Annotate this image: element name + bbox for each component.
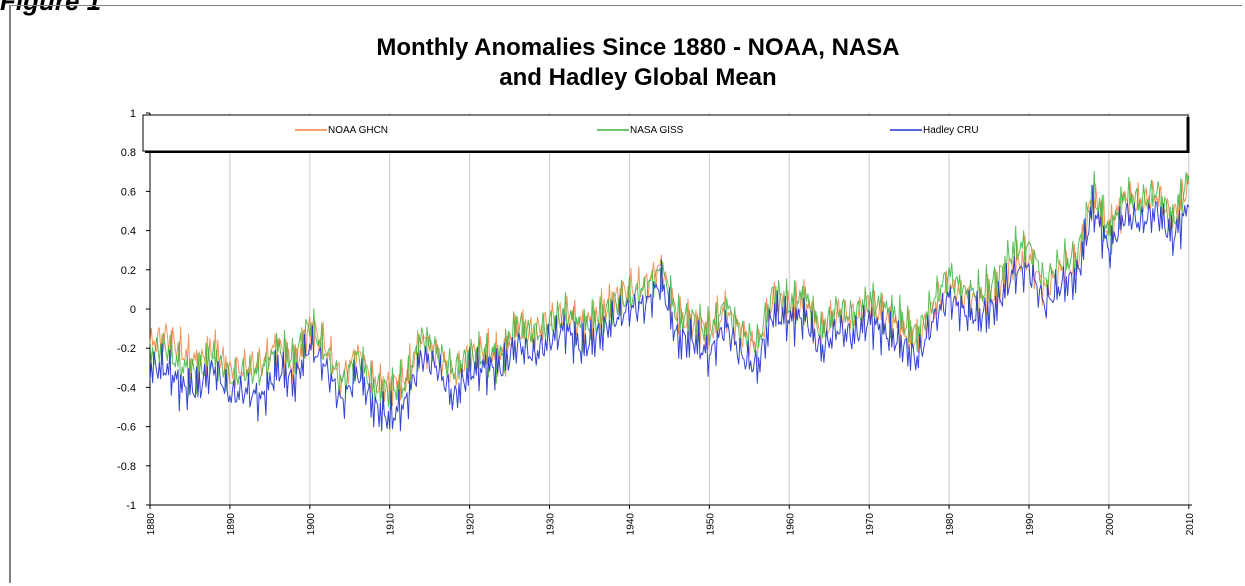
grid-lines: [149, 113, 1190, 505]
y-tick-label: -0.8: [117, 461, 136, 473]
x-tick-labels: 1880 1890 1900 1910 1920 1930 1940 1950 1960 1970…: [146, 505, 1196, 535]
chart-frame: [9, 5, 1242, 583]
y-tick-labels: 1 0.8 0.6 0.4 0.2 0 -0.2 -0.4 -0.6 -0.8 -1: [117, 108, 150, 512]
x-tick-label: 1960: [785, 513, 796, 536]
x-tick-label: 1920: [466, 513, 477, 536]
legend-label: NOAA GHCN: [328, 125, 388, 136]
chart-title: Monthly Anomalies Since 1880 - NOAA, NAS…: [376, 34, 899, 91]
x-tick-label: 1970: [865, 513, 876, 536]
x-tick-label: 1950: [705, 513, 716, 536]
x-tick-label: 2010: [1185, 513, 1196, 536]
y-tick-label: 0.8: [121, 147, 136, 159]
x-tick-label: 1910: [386, 513, 397, 536]
legend: NOAA GHCN NASA GISS Hadley CRU: [142, 114, 1190, 153]
y-tick-label: -1: [126, 500, 136, 512]
x-tick-label: 1890: [226, 513, 237, 536]
y-tick-label: 0.6: [121, 186, 136, 198]
chart-title-line: and Hadley Global Mean: [499, 64, 776, 91]
legend-label: NASA GISS: [630, 125, 684, 136]
y-tick-label: 0.2: [121, 265, 136, 277]
series-lines: [149, 170, 1190, 432]
y-tick-label: -0.6: [117, 422, 136, 434]
figure-label: Figure 1: [0, 0, 102, 16]
y-tick-label: 0: [130, 304, 136, 316]
series-line-nasa-giss: [149, 170, 1190, 411]
x-tick-label: 1990: [1025, 513, 1036, 536]
chart-title-line: Monthly Anomalies Since 1880 - NOAA, NAS…: [376, 34, 899, 61]
x-tick-label: 1930: [546, 513, 557, 536]
y-tick-label: 0.4: [121, 226, 136, 238]
x-tick-label: 2000: [1105, 513, 1116, 536]
x-tick-label: 1900: [306, 513, 317, 536]
series-line-hadley-cru: [149, 185, 1190, 432]
y-tick-label: 1: [130, 108, 136, 120]
y-tick-label: -0.2: [117, 343, 136, 355]
x-tick-label: 1980: [945, 513, 956, 536]
y-tick-label: -0.4: [117, 382, 136, 394]
legend-label: Hadley CRU: [923, 125, 979, 136]
x-tick-label: 1940: [625, 513, 636, 536]
x-tick-label: 1880: [146, 513, 157, 536]
